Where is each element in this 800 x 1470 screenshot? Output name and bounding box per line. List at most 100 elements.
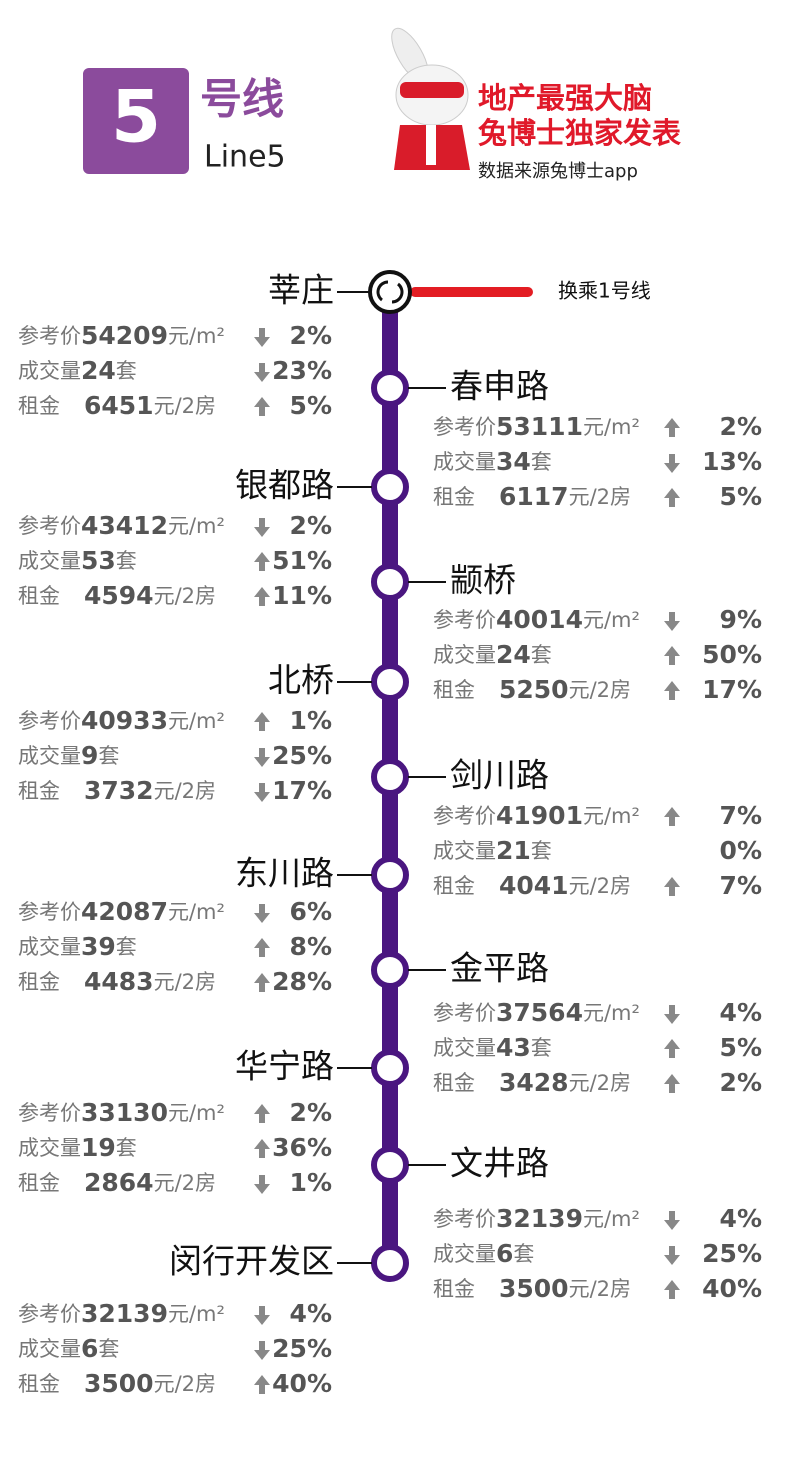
- trend-arrow-down: [664, 1005, 680, 1024]
- station-dot: [371, 369, 409, 407]
- stat-change: 17%: [272, 776, 332, 805]
- stat-change: 25%: [702, 1239, 762, 1268]
- station-name: 闵行开发区: [169, 1242, 334, 1281]
- station-dot: [371, 758, 409, 796]
- stat-row: 参考价43412元/m²: [18, 511, 225, 540]
- stat-unit: 套: [116, 1136, 137, 1160]
- trend-arrow-up: [664, 681, 680, 700]
- stat-change: 13%: [702, 447, 762, 476]
- stat-change: 0%: [720, 836, 762, 865]
- stat-label: 参考价: [18, 324, 81, 348]
- station-name: 剑川路: [450, 756, 549, 795]
- trend-arrow-down: [664, 1211, 680, 1230]
- stat-unit: 套: [513, 1242, 534, 1266]
- stat-row: 租金 6117元/2房: [433, 482, 631, 511]
- trend-arrow-up: [254, 938, 270, 957]
- station-dot: [371, 468, 409, 506]
- stat-row: 参考价33130元/m²: [18, 1098, 225, 1127]
- stat-row: 参考价37564元/m²: [433, 998, 640, 1027]
- stat-row: 成交量24套: [433, 640, 552, 669]
- stat-change: 4%: [720, 1204, 762, 1233]
- transfer-station: [368, 270, 412, 314]
- stat-change: 5%: [720, 482, 762, 511]
- stat-value: 24: [81, 356, 116, 385]
- stat-value: 34: [496, 447, 531, 476]
- stat-label: 成交量: [18, 549, 81, 573]
- stat-label: 参考价: [433, 608, 496, 632]
- trend-arrow-up: [664, 418, 680, 437]
- stat-change: 40%: [272, 1369, 332, 1398]
- stat-row: 成交量43套: [433, 1033, 552, 1062]
- stat-value: 6451: [84, 391, 154, 420]
- stat-row: 参考价40014元/m²: [433, 605, 640, 634]
- stat-value: 43: [496, 1033, 531, 1062]
- stat-unit: 元/m²: [583, 608, 640, 632]
- trend-arrow-up: [664, 646, 680, 665]
- stat-unit: 元/2房: [569, 1277, 631, 1301]
- stat-unit: 元/2房: [154, 584, 216, 608]
- stat-unit: 元/2房: [154, 1171, 216, 1195]
- trend-arrow-up: [254, 973, 270, 992]
- stat-label: 成交量: [433, 450, 496, 474]
- slogan: 地产最强大脑: [478, 81, 652, 115]
- stat-change: 4%: [720, 998, 762, 1027]
- trend-arrow-up: [254, 1375, 270, 1394]
- stat-unit: 套: [98, 1337, 119, 1361]
- stat-label: 成交量: [433, 643, 496, 667]
- stat-unit: 套: [116, 549, 137, 573]
- stat-row: 租金 4483元/2房: [18, 967, 216, 996]
- stat-label: 租金: [433, 485, 475, 509]
- trend-arrow-down: [664, 612, 680, 631]
- stat-value: 2864: [84, 1168, 154, 1197]
- stat-change: 36%: [272, 1133, 332, 1162]
- stat-unit: 元/2房: [154, 779, 216, 803]
- stat-unit: 元/m²: [168, 1101, 225, 1125]
- station-dot: [371, 1244, 409, 1282]
- trend-arrow-up: [254, 712, 270, 731]
- stat-unit: 元/m²: [583, 415, 640, 439]
- stat-change: 17%: [702, 675, 762, 704]
- stat-label: 成交量: [18, 1337, 81, 1361]
- stat-label: 参考价: [18, 1302, 81, 1326]
- station-name: 金平路: [450, 949, 549, 988]
- stat-change: 51%: [272, 546, 332, 575]
- stat-change: 25%: [272, 1334, 332, 1363]
- stat-change: 50%: [702, 640, 762, 669]
- stat-unit: 套: [116, 935, 137, 959]
- trend-arrow-up: [254, 1139, 270, 1158]
- stat-unit: 元/2房: [569, 1071, 631, 1095]
- stat-row: 租金 3500元/2房: [433, 1274, 631, 1303]
- stat-value: 40933: [81, 706, 168, 735]
- stat-unit: 元/m²: [168, 900, 225, 924]
- stat-value: 54209: [81, 321, 168, 350]
- stat-label: 成交量: [18, 359, 81, 383]
- line-en: Line5: [204, 140, 286, 175]
- line-cn: 号线: [200, 75, 284, 124]
- stat-row: 成交量6套: [18, 1334, 119, 1363]
- stat-unit: 套: [531, 450, 552, 474]
- transfer-label: 换乘1号线: [558, 279, 651, 303]
- stat-change: 5%: [720, 1033, 762, 1062]
- source: 数据来源兔博士app: [478, 161, 638, 182]
- stat-value: 19: [81, 1133, 116, 1162]
- stat-label: 租金: [433, 874, 475, 898]
- stat-label: 成交量: [18, 935, 81, 959]
- stat-row: 租金 5250元/2房: [433, 675, 631, 704]
- stat-unit: 元/m²: [168, 709, 225, 733]
- stat-label: 参考价: [433, 415, 496, 439]
- trend-arrow-down: [254, 783, 270, 802]
- stat-change: 25%: [272, 741, 332, 770]
- stat-value: 53: [81, 546, 116, 575]
- stat-value: 5250: [499, 675, 569, 704]
- stat-change: 7%: [720, 801, 762, 830]
- stat-label: 成交量: [433, 1242, 496, 1266]
- stat-value: 6: [496, 1239, 513, 1268]
- stat-unit: 元/m²: [168, 514, 225, 538]
- stat-row: 参考价32139元/m²: [433, 1204, 640, 1233]
- stat-value: 43412: [81, 511, 168, 540]
- stat-value: 3428: [499, 1068, 569, 1097]
- line-number: 5: [111, 75, 161, 159]
- stat-row: 参考价32139元/m²: [18, 1299, 225, 1328]
- stat-row: 租金 3428元/2房: [433, 1068, 631, 1097]
- stat-value: 41901: [496, 801, 583, 830]
